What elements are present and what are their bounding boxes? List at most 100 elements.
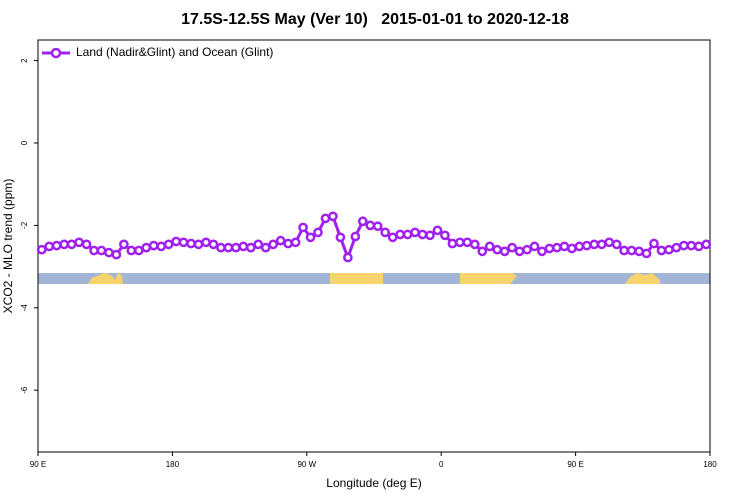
data-point bbox=[552, 242, 562, 253]
data-point bbox=[201, 237, 211, 248]
land-patch bbox=[330, 273, 383, 284]
data-point bbox=[649, 238, 659, 249]
data-point bbox=[365, 220, 376, 231]
data-point bbox=[216, 242, 226, 253]
data-point bbox=[440, 230, 450, 241]
y-axis-label: XCO2 - MLO trend (ppm) bbox=[1, 179, 15, 314]
data-point bbox=[574, 241, 585, 252]
data-point bbox=[178, 237, 189, 248]
data-point bbox=[156, 241, 167, 252]
data-point bbox=[432, 225, 443, 236]
data-point bbox=[260, 242, 271, 253]
data-point bbox=[581, 240, 592, 251]
data-point bbox=[223, 242, 234, 253]
data-point bbox=[455, 237, 465, 248]
data-point bbox=[701, 239, 712, 250]
x-tick-label: 180 bbox=[703, 460, 717, 469]
data-point bbox=[126, 245, 137, 256]
y-tick-label: -4 bbox=[20, 304, 29, 312]
data-point bbox=[268, 239, 279, 250]
data-point bbox=[507, 242, 517, 253]
data-point bbox=[679, 240, 689, 251]
data-point bbox=[402, 229, 413, 240]
data-point bbox=[537, 246, 547, 257]
data-point bbox=[656, 245, 667, 256]
data-point bbox=[417, 229, 428, 240]
data-point bbox=[59, 239, 69, 250]
data-point bbox=[328, 211, 338, 222]
y-tick-label: -6 bbox=[20, 386, 29, 394]
y-tick-label: 0 bbox=[20, 140, 29, 145]
data-point bbox=[186, 238, 196, 249]
data-point bbox=[372, 221, 383, 232]
y-tick-label: 2 bbox=[20, 58, 29, 63]
data-point bbox=[253, 239, 264, 250]
data-point bbox=[596, 239, 607, 250]
data-point bbox=[275, 235, 286, 246]
data-point bbox=[641, 248, 652, 259]
data-point bbox=[567, 243, 577, 254]
x-axis-label: Longitude (deg E) bbox=[326, 476, 421, 490]
x-tick-label: 90 W bbox=[297, 460, 316, 469]
data-point bbox=[350, 231, 361, 242]
data-point bbox=[51, 240, 62, 251]
data-point bbox=[119, 239, 129, 250]
data-point bbox=[171, 236, 181, 247]
data-point bbox=[245, 242, 256, 253]
chart-title: 17.5S-12.5S May (Ver 10) 2015-01-01 to 2… bbox=[181, 11, 569, 28]
land-patch bbox=[460, 273, 517, 284]
data-point bbox=[671, 242, 682, 253]
data-point bbox=[89, 245, 99, 256]
x-tick-label: 90 E bbox=[30, 460, 46, 469]
data-point bbox=[238, 241, 249, 252]
data-point bbox=[619, 245, 629, 256]
data-point bbox=[634, 246, 644, 257]
data-point bbox=[74, 237, 84, 248]
data-point bbox=[96, 245, 107, 256]
data-point bbox=[469, 239, 480, 250]
data-point bbox=[559, 241, 570, 252]
legend-label: Land (Nadir&Glint) and Ocean (Glint) bbox=[76, 45, 273, 59]
data-point bbox=[611, 239, 622, 250]
data-point bbox=[447, 238, 458, 249]
data-point bbox=[208, 239, 219, 250]
data-point bbox=[686, 240, 697, 251]
data-point bbox=[380, 227, 391, 238]
data-point bbox=[522, 244, 532, 255]
data-point bbox=[410, 227, 420, 238]
data-point bbox=[544, 243, 555, 254]
data-point bbox=[320, 213, 331, 224]
x-tick-label: 90 E bbox=[567, 460, 583, 469]
data-point bbox=[141, 242, 152, 253]
data-point bbox=[193, 239, 204, 250]
data-point bbox=[395, 229, 405, 240]
x-tick-label: 0 bbox=[439, 460, 444, 469]
data-point bbox=[462, 237, 473, 248]
data-point bbox=[484, 241, 495, 252]
land-patch bbox=[625, 273, 660, 284]
data-point bbox=[283, 238, 293, 249]
data-point bbox=[66, 239, 77, 250]
data-point bbox=[492, 244, 503, 255]
data-point bbox=[514, 246, 525, 257]
data-point bbox=[335, 232, 346, 243]
data-point bbox=[529, 241, 540, 252]
x-tick-label: 180 bbox=[166, 460, 180, 469]
data-point bbox=[163, 239, 174, 250]
data-point bbox=[231, 242, 241, 253]
land-ocean-band bbox=[38, 273, 710, 284]
data-point bbox=[290, 237, 301, 248]
data-point bbox=[81, 239, 92, 250]
data-point bbox=[604, 237, 615, 248]
data-point bbox=[664, 244, 674, 255]
land-patch bbox=[88, 273, 123, 284]
data-point bbox=[111, 249, 122, 260]
data-point bbox=[133, 245, 144, 256]
data-point bbox=[693, 241, 704, 252]
y-tick-label: -2 bbox=[20, 221, 29, 229]
data-point bbox=[104, 247, 114, 258]
data-point bbox=[298, 222, 308, 233]
data-point bbox=[36, 244, 47, 255]
data-point bbox=[477, 246, 488, 257]
